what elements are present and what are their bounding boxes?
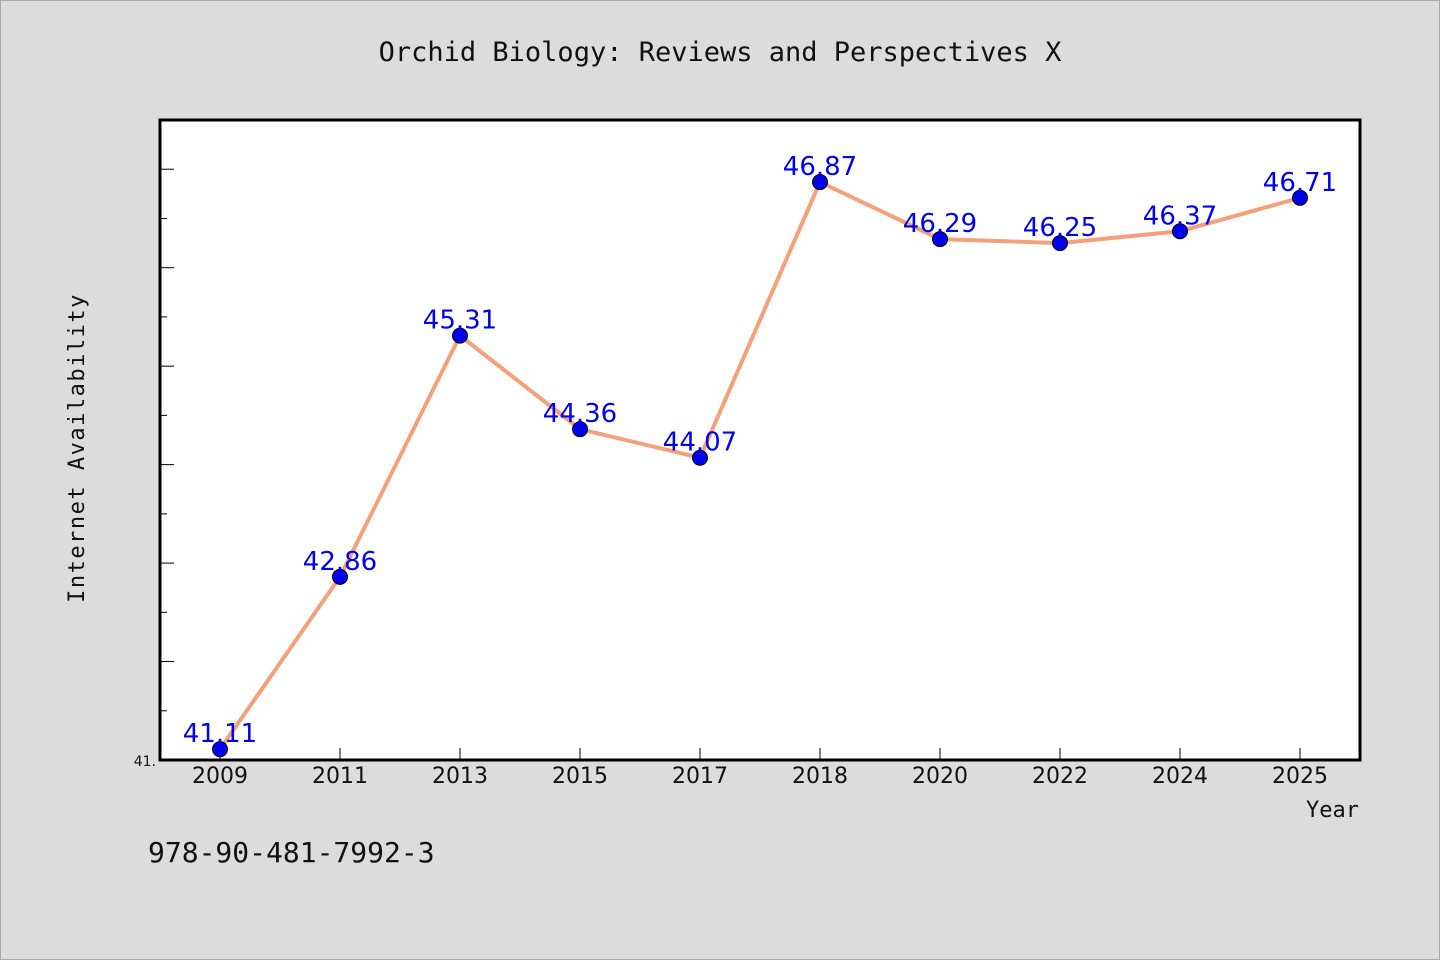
data-point	[812, 174, 828, 191]
data-point	[1172, 223, 1188, 240]
x-tick-label: 2009	[192, 764, 248, 789]
data-label: 44.36	[543, 399, 617, 429]
data-label: 41.11	[183, 719, 257, 749]
x-tick-label: 2020	[912, 764, 968, 789]
data-point	[692, 449, 708, 466]
data-point	[1052, 235, 1068, 252]
y-tick-label: 41.	[134, 754, 156, 770]
series-markers	[212, 174, 1308, 758]
data-point	[452, 327, 468, 344]
data-label: 46.71	[1263, 168, 1337, 198]
data-label: 45.31	[423, 306, 497, 336]
x-axis-label: Year	[1306, 798, 1359, 823]
chart-title: Orchid Biology: Reviews and Perspectives…	[379, 37, 1062, 68]
series-line-group	[218, 180, 1302, 752]
x-tick-label: 2022	[1032, 764, 1088, 789]
x-tick-label: 2025	[1272, 764, 1328, 789]
x-tick-label: 2024	[1152, 764, 1208, 789]
isbn-text: 978-90-481-7992-3	[148, 836, 435, 869]
data-label: 46.25	[1023, 213, 1097, 243]
data-label: 46.37	[1143, 201, 1217, 231]
x-axis-ticks: 2009 2011 2013 2015 2017 2018 2020 2022 2024 2025	[192, 748, 1328, 789]
data-point	[932, 231, 948, 248]
data-labels: 41.11 42.86 45.31 44.36 44.07 46.87 46.29 46.25…	[183, 152, 1337, 749]
x-tick-label: 2013	[432, 764, 488, 789]
x-tick-label: 2017	[672, 764, 728, 789]
x-tick-label: 2015	[552, 764, 608, 789]
data-label: 46.29	[903, 209, 977, 239]
series-line	[218, 180, 1302, 752]
x-tick-label: 2011	[312, 764, 368, 789]
data-label: 42.86	[303, 547, 377, 577]
data-label: 46.87	[783, 152, 857, 182]
data-point	[572, 421, 588, 438]
y-axis-label: Internet Availability	[65, 293, 90, 603]
data-point	[332, 568, 348, 585]
plot-area	[160, 120, 1360, 760]
data-point	[212, 741, 228, 758]
data-point	[1292, 189, 1308, 206]
x-tick-label: 2018	[792, 764, 848, 789]
plot-border	[158, 118, 1362, 762]
data-label: 44.07	[663, 428, 737, 458]
